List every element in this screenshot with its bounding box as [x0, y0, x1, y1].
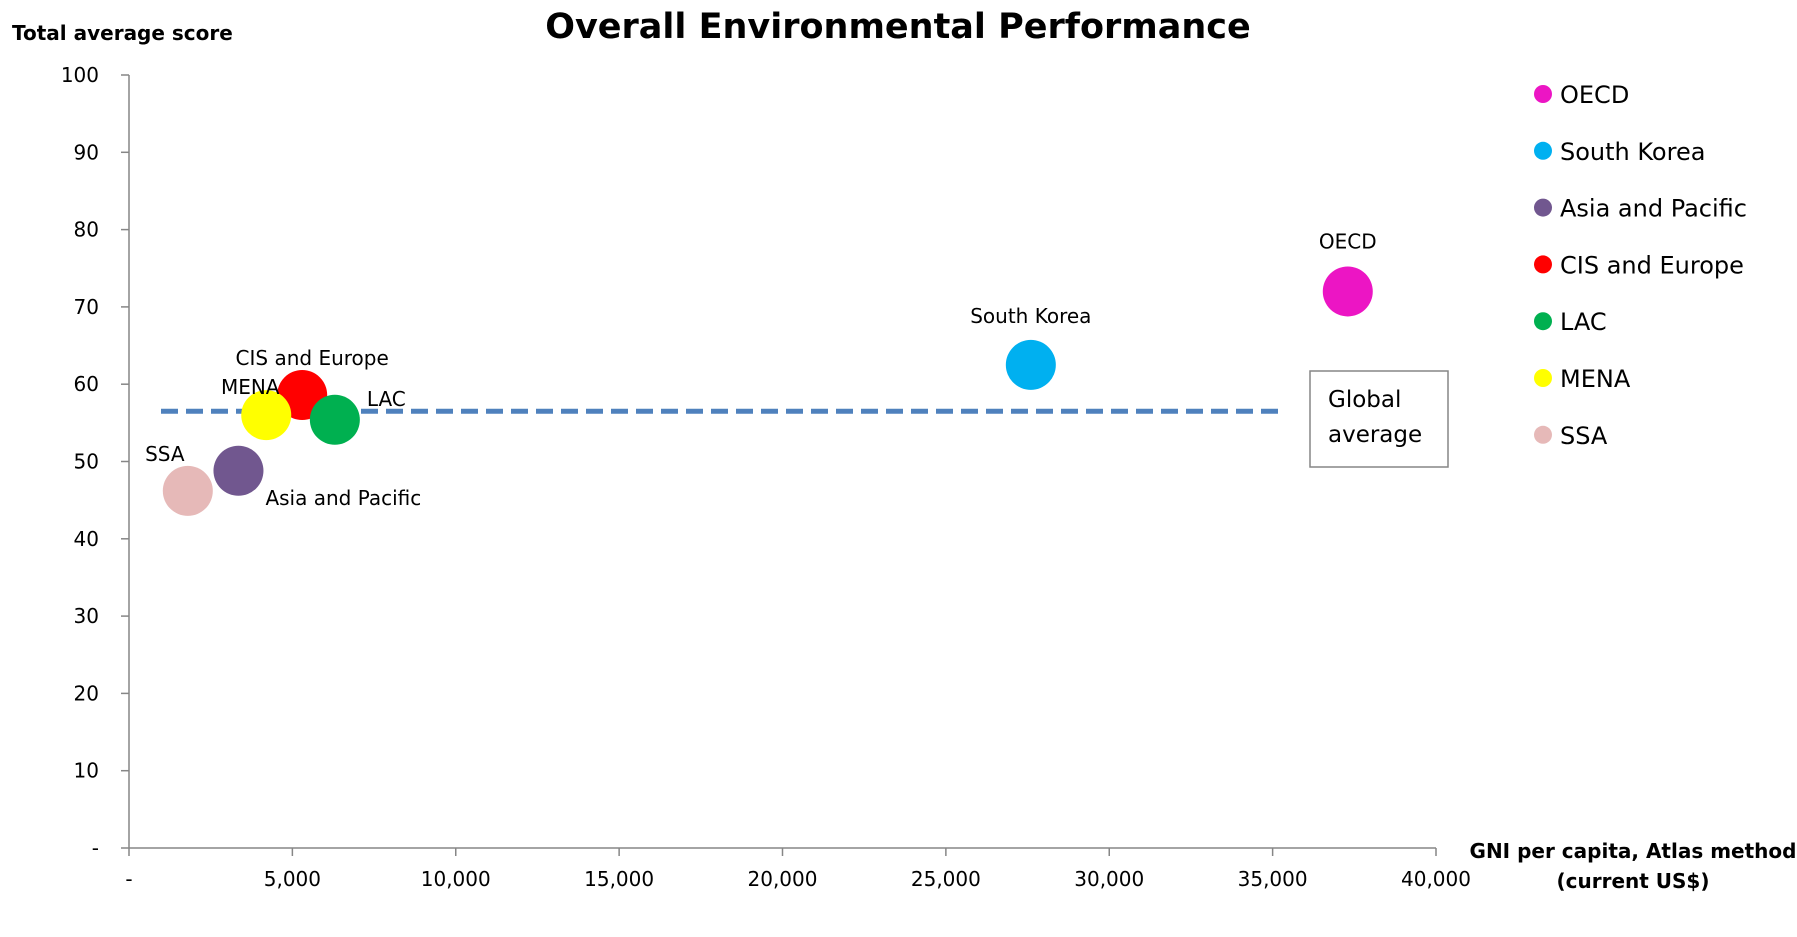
data-point	[213, 445, 264, 496]
legend-label: South Korea	[1560, 138, 1705, 166]
x-axis-title-line1: GNI per capita, Atlas method	[1470, 839, 1797, 863]
y-tick-label: 30	[74, 604, 99, 628]
y-tick-label: 40	[74, 527, 99, 551]
y-axis: - 10 20 30 40 50 60 70 80 90 100	[61, 63, 130, 860]
y-tick-label: 100	[61, 63, 99, 87]
legend-label: MENA	[1560, 365, 1631, 393]
chart-title: Overall Environmental Performance	[545, 7, 1251, 47]
legend-marker	[1534, 312, 1552, 331]
legend-label: OECD	[1560, 81, 1629, 109]
legend-label: LAC	[1560, 308, 1607, 336]
legend-marker	[1534, 198, 1552, 217]
x-ticks: - 5,000 10,000 15,000 20,000 25,000 30,000 35,0…	[125, 848, 1471, 891]
y-tick-label: 70	[74, 295, 99, 319]
x-tick-label: 15,000	[584, 867, 654, 891]
x-tick-label: 10,000	[421, 867, 491, 891]
y-tick-label: 90	[74, 140, 99, 164]
legend-label: CIS and Europe	[1560, 251, 1744, 279]
data-point	[1005, 339, 1056, 390]
x-axis-title-line2: (current US$)	[1557, 869, 1710, 893]
y-tick-label: 60	[74, 372, 99, 396]
data-label: MENA	[221, 375, 280, 399]
legend-label: SSA	[1560, 422, 1608, 450]
y-tick-label: 80	[74, 218, 99, 242]
data-points	[162, 266, 1373, 516]
legend-label: Asia and Pacific	[1560, 195, 1747, 223]
data-label: OECD	[1319, 229, 1377, 253]
legend-marker	[1534, 425, 1552, 444]
x-axis: - 5,000 10,000 15,000 20,000 25,000 30,000 35,0…	[125, 847, 1471, 891]
global-average-label-line2: average	[1328, 422, 1422, 448]
data-labels: OECD South Korea Asia and Pacific CIS and E…	[145, 229, 1377, 509]
x-tick-label: 20,000	[748, 867, 818, 891]
data-label: LAC	[367, 387, 406, 411]
y-tick-label: -	[92, 836, 99, 860]
legend-marker	[1534, 369, 1552, 387]
data-point	[1322, 266, 1373, 317]
x-tick-label: 40,000	[1401, 867, 1471, 891]
x-tick-label: 35,000	[1238, 867, 1308, 891]
x-tick-label: 30,000	[1074, 867, 1144, 891]
data-label: South Korea	[970, 304, 1091, 328]
data-point	[241, 390, 292, 441]
data-point	[162, 465, 213, 516]
y-tick-label: 10	[74, 759, 99, 783]
global-average-label-line1: Global	[1328, 387, 1401, 413]
data-label: CIS and Europe	[236, 346, 389, 370]
data-label: Asia and Pacific	[265, 486, 421, 510]
global-average-box-frame	[1309, 370, 1449, 468]
x-tick-label: 5,000	[264, 867, 321, 891]
y-tick-label: 50	[74, 450, 99, 474]
x-tick-label: 25,000	[911, 867, 981, 891]
y-tick-label: 20	[74, 681, 99, 705]
x-tick-label: -	[125, 867, 132, 891]
legend: OECD South Korea Asia and Pacific CIS and E…	[1534, 81, 1747, 450]
data-point	[309, 394, 360, 445]
global-average-box: Global average	[1309, 370, 1449, 468]
legend-marker	[1534, 255, 1552, 274]
legend-marker	[1534, 141, 1552, 160]
y-axis-title: Total average score	[12, 21, 233, 45]
legend-marker	[1534, 85, 1552, 103]
y-ticks: - 10 20 30 40 50 60 70 80 90 100	[61, 63, 129, 860]
data-label: SSA	[145, 442, 185, 466]
